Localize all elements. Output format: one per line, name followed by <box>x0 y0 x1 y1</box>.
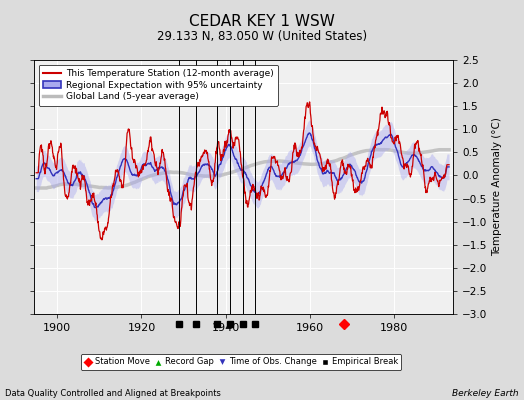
Text: Data Quality Controlled and Aligned at Breakpoints: Data Quality Controlled and Aligned at B… <box>5 389 221 398</box>
Text: Berkeley Earth: Berkeley Earth <box>452 389 519 398</box>
Text: 29.133 N, 83.050 W (United States): 29.133 N, 83.050 W (United States) <box>157 30 367 43</box>
Text: CEDAR KEY 1 WSW: CEDAR KEY 1 WSW <box>189 14 335 29</box>
Legend: Station Move, Record Gap, Time of Obs. Change, Empirical Break: Station Move, Record Gap, Time of Obs. C… <box>81 354 401 370</box>
Y-axis label: Temperature Anomaly (°C): Temperature Anomaly (°C) <box>492 118 502 256</box>
Legend: This Temperature Station (12-month average), Regional Expectation with 95% uncer: This Temperature Station (12-month avera… <box>39 64 278 106</box>
